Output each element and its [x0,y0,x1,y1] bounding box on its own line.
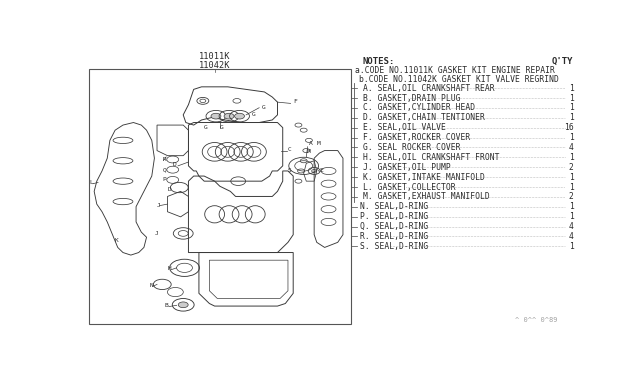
Text: 11011K: 11011K [199,52,230,61]
Text: J: J [157,203,161,208]
Text: G. SEAL ROCKER COVER: G. SEAL ROCKER COVER [363,143,460,152]
Text: 1: 1 [569,84,573,93]
Text: ^ 0^^ 0^89: ^ 0^^ 0^89 [515,317,557,323]
Text: D: D [168,187,172,192]
Text: Q'TY: Q'TY [552,57,573,66]
Text: F. GASKET,ROCKER COVER: F. GASKET,ROCKER COVER [363,133,470,142]
Text: D. GASKET,CHAIN TENTIONER: D. GASKET,CHAIN TENTIONER [363,113,484,122]
Text: 1: 1 [569,202,573,211]
Text: NOTES:: NOTES: [363,57,395,66]
Circle shape [224,113,234,119]
Text: G: G [204,125,208,130]
Text: b.CODE NO.11042K GASKET KIT VALVE REGRIND: b.CODE NO.11042K GASKET KIT VALVE REGRIN… [359,74,559,83]
Text: P: P [163,177,166,182]
Text: 1: 1 [569,153,573,162]
Text: G: G [220,125,223,130]
Text: 1: 1 [569,183,573,192]
Text: M. GASKET,EXHAUST MANIFOLD: M. GASKET,EXHAUST MANIFOLD [363,192,490,201]
Text: C: C [288,147,292,151]
Text: N: N [149,283,153,288]
Text: 1: 1 [569,103,573,112]
Text: G: G [252,112,255,117]
Text: H. SEAL,OIL CRANKSHAFT FRONT: H. SEAL,OIL CRANKSHAFT FRONT [363,153,499,162]
Text: L. GASKET,COLLECTOR: L. GASKET,COLLECTOR [363,183,455,192]
Text: 1: 1 [569,133,573,142]
Text: P. SEAL,D-RING: P. SEAL,D-RING [360,212,428,221]
Text: B: B [165,303,168,308]
Text: 1: 1 [569,173,573,182]
Text: Q. SEAL,D-RING: Q. SEAL,D-RING [360,222,428,231]
Text: M: M [307,149,310,154]
Text: 11042K: 11042K [199,61,230,70]
Text: A. SEAL,OIL CRANKSHAFT REAR: A. SEAL,OIL CRANKSHAFT REAR [363,84,494,93]
Text: S: S [288,168,292,173]
Text: 1: 1 [569,113,573,122]
Text: 4: 4 [569,232,573,241]
Bar [89,69,351,324]
Text: 1: 1 [569,94,573,103]
Text: Q: Q [163,167,166,172]
Text: 4: 4 [569,222,573,231]
Text: J. GASKET,OIL PUMP: J. GASKET,OIL PUMP [363,163,451,172]
Text: A: A [309,141,313,147]
Circle shape [211,113,221,119]
Text: L: L [89,180,93,185]
Text: 16: 16 [564,123,573,132]
Text: D: D [173,162,177,167]
Text: H: H [168,266,172,272]
Text: E. SEAL,OIL VALVE: E. SEAL,OIL VALVE [363,123,445,132]
Text: 1: 1 [569,242,573,251]
Text: 2: 2 [569,192,573,201]
Text: E: E [319,168,323,173]
Text: a.CODE NO.11011K GASKET KIT ENGINE REPAIR: a.CODE NO.11011K GASKET KIT ENGINE REPAI… [355,66,555,75]
Text: R. SEAL,D-RING: R. SEAL,D-RING [360,232,428,241]
Text: M: M [317,141,321,147]
Text: N. SEAL,D-RING: N. SEAL,D-RING [360,202,428,211]
Text: S. SEAL,D-RING: S. SEAL,D-RING [360,242,428,251]
Text: G: G [262,105,266,109]
Text: F: F [293,99,297,105]
Text: J: J [154,231,158,236]
Text: K. GASKET,INTAKE MANIFOLD: K. GASKET,INTAKE MANIFOLD [363,173,484,182]
Text: R: R [163,157,166,162]
Text: K: K [115,238,119,243]
Text: 1: 1 [569,212,573,221]
Circle shape [234,113,244,119]
Text: 2: 2 [569,163,573,172]
Text: B. GASKET,DRAIN PLUG: B. GASKET,DRAIN PLUG [363,94,460,103]
Circle shape [179,302,188,308]
Text: 4: 4 [569,143,573,152]
Text: C. GASKET,CYLINDER HEAD: C. GASKET,CYLINDER HEAD [363,103,475,112]
